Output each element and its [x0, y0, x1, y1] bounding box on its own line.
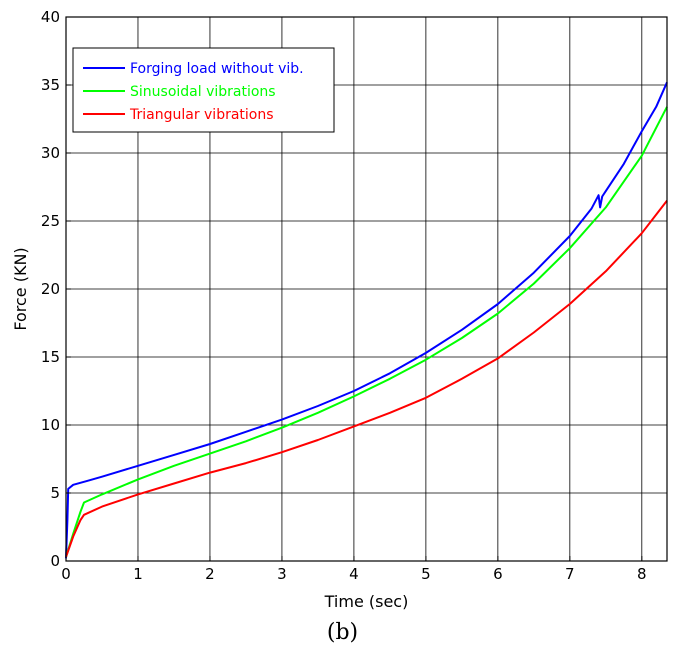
y-tick-label: 30	[41, 144, 60, 162]
y-tick-label: 20	[41, 280, 60, 298]
x-tick-label: 7	[565, 565, 575, 583]
x-tick-label: 2	[205, 565, 215, 583]
y-tick-label: 0	[50, 552, 60, 570]
legend-label-forging-load: Forging load without vib.	[130, 61, 304, 77]
y-tick-label: 15	[41, 348, 60, 366]
x-tick-label: 0	[61, 565, 71, 583]
x-axis-title: Time (sec)	[324, 592, 409, 611]
y-tick-label: 25	[41, 212, 60, 230]
series-line-forging-load	[65, 81, 668, 559]
x-tick-label: 8	[637, 565, 647, 583]
figure-caption: (b)	[326, 620, 359, 645]
x-tick-label: 3	[277, 565, 287, 583]
y-axis-title: Force (KN)	[11, 247, 30, 330]
y-tick-label: 35	[41, 76, 60, 94]
force-time-chart: 0 1 2 3 4 5 6 7 8 0 5 10 15 20 25 30 35 40 Time (sec) For…	[11, 8, 668, 611]
series-lines	[65, 81, 668, 559]
x-tick-label: 4	[349, 565, 359, 583]
series-line-triangular	[65, 199, 668, 558]
axis-ticks: 0 1 2 3 4 5 6 7 8 0 5 10 15 20 25 30 35 40	[41, 8, 647, 583]
x-tick-label: 5	[421, 565, 431, 583]
y-tick-label: 10	[41, 416, 60, 434]
x-tick-label: 6	[493, 565, 503, 583]
legend-label-sinusoidal: Sinusoidal vibrations	[130, 84, 276, 100]
x-tick-label: 1	[133, 565, 143, 583]
y-tick-label: 40	[41, 8, 60, 26]
y-tick-label: 5	[50, 484, 60, 502]
legend-label-triangular: Triangular vibrations	[129, 107, 274, 123]
series-line-sinusoidal	[65, 106, 668, 558]
legend: Forging load without vib. Sinusoidal vib…	[72, 47, 335, 133]
